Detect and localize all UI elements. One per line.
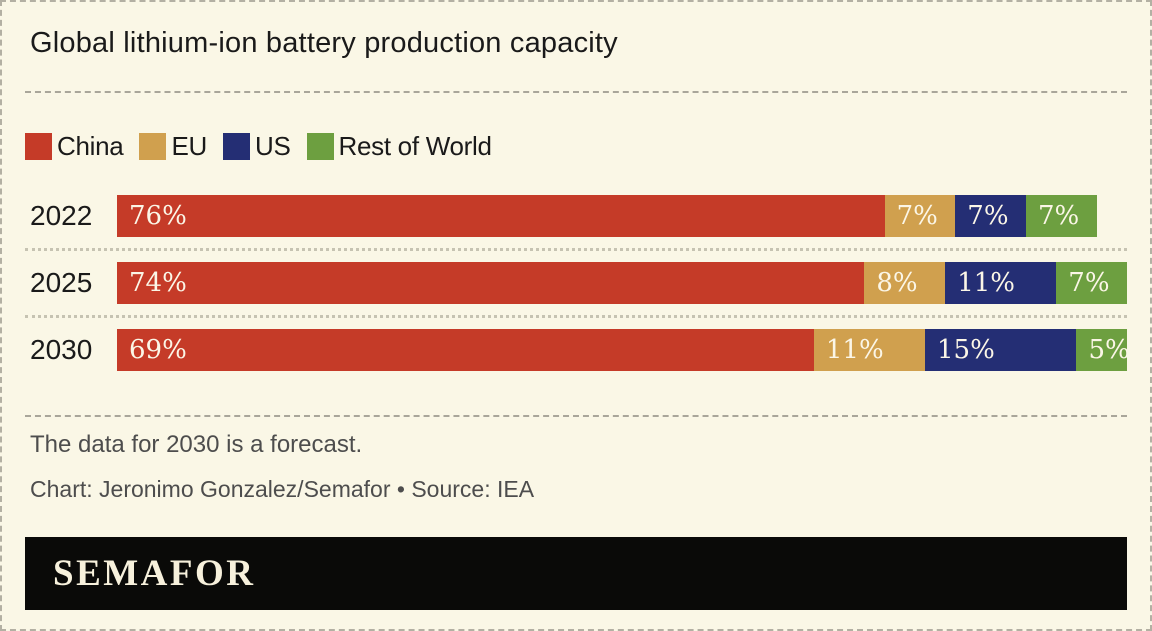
bar-value-label: 5% [1088, 335, 1127, 365]
legend: China EU US Rest of World [25, 131, 1127, 162]
legend-swatch-icon [25, 133, 52, 160]
bar-value-label: 76% [129, 201, 187, 231]
row-separator [25, 315, 1127, 318]
legend-label: Rest of World [338, 131, 492, 161]
legend-label: US [254, 131, 291, 161]
legend-swatch-icon [139, 133, 167, 160]
semafor-wordmark: SEMAFOR [53, 553, 256, 594]
bar-track: 69% 11% 15% 5% [117, 329, 1127, 371]
legend-item-rest-of-world: Rest of World [306, 131, 492, 162]
legend-item-eu: EU [139, 131, 207, 162]
bar-value-label: 7% [1037, 201, 1080, 231]
bar-segment-us-2022: 7% [955, 195, 1026, 237]
legend-label: EU [171, 131, 207, 161]
legend-swatch-icon [222, 133, 250, 160]
legend-label: China [57, 131, 124, 161]
bar-value-label: 7% [1068, 268, 1110, 298]
title-divider [25, 91, 1127, 93]
bar-segment-china-2030: 69% [117, 329, 814, 371]
bar-value-label: 15% [936, 335, 995, 365]
bar-segment-eu-2025: 8% [864, 262, 946, 304]
bar-value-label: 74% [129, 268, 187, 298]
bar-segment-rest-of-world-2025: 7% [1056, 262, 1127, 304]
bar-segment-us-2025: 11% [945, 262, 1057, 304]
year-label: 2025 [30, 267, 93, 298]
row-separator [25, 248, 1127, 251]
bar-segment-eu-2030: 11% [813, 329, 925, 371]
bar-value-label: 69% [129, 335, 187, 365]
bar-value-label: 11% [825, 335, 884, 365]
forecast-note: The data for 2030 is a forecast. [30, 431, 363, 458]
bar-row-2025: 2025 74% 8% 11% 7% [25, 262, 1127, 304]
bar-segment-rest-of-world-2022: 7% [1025, 195, 1097, 237]
chart-title: Global lithium-ion battery production ca… [30, 27, 618, 59]
bar-segment-china-2025: 74% [117, 262, 865, 304]
bar-value-label: 8% [876, 268, 918, 298]
legend-item-china: China [25, 131, 124, 162]
bar-value-label: 7% [896, 201, 938, 231]
bar-track: 76% 7% 7% 7% [117, 195, 1127, 237]
bar-segment-rest-of-world-2030: 5% [1076, 329, 1127, 371]
bar-segment-eu-2022: 7% [884, 195, 956, 237]
legend-item-us: US [222, 131, 291, 162]
bar-segment-china-2022: 76% [117, 195, 885, 237]
stacked-bar-chart: 2022 76% 7% 7% 7% 2025 74% 8% 11% 7% 2030 69% 11% 15%… [25, 195, 1127, 371]
notes-divider [25, 415, 1127, 417]
legend-swatch-icon [306, 133, 334, 160]
semafor-banner: SEMAFOR [25, 537, 1127, 610]
chart-credit: Chart: Jeronimo Gonzalez/Semafor • Sourc… [30, 476, 535, 502]
bar-value-label: 11% [957, 268, 1015, 298]
bar-track: 74% 8% 11% 7% [117, 262, 1127, 304]
bar-row-2022: 2022 76% 7% 7% 7% [25, 195, 1127, 237]
bar-segment-us-2030: 15% [924, 329, 1077, 371]
bar-row-2030: 2030 69% 11% 15% 5% [25, 329, 1127, 371]
year-label: 2030 [30, 334, 93, 365]
bar-value-label: 7% [967, 201, 1009, 231]
year-label: 2022 [30, 200, 93, 231]
